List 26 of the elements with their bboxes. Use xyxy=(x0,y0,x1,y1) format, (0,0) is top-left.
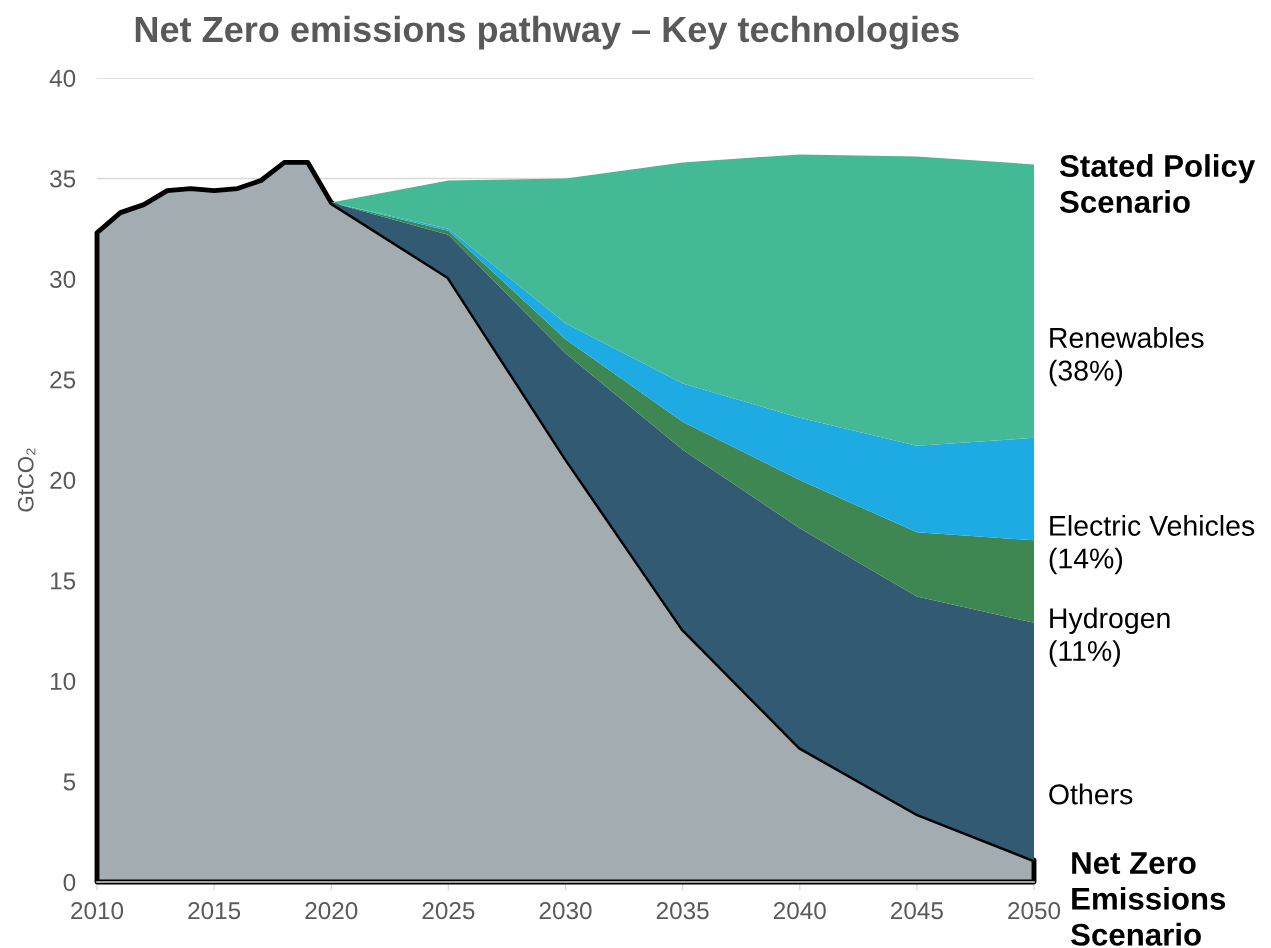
x-tick-label: 2050 xyxy=(1008,902,1061,920)
y-tick-label: 15 xyxy=(50,572,76,590)
chart-title: Net Zero emissions pathway – Key technologies xyxy=(135,15,959,50)
x-tick-label: 2025 xyxy=(422,902,475,920)
series-label: Renewables (38%) xyxy=(1049,327,1204,387)
x-tick-label: 2015 xyxy=(188,902,241,920)
y-tick-label: 10 xyxy=(50,672,76,691)
y-tick-label: 0 xyxy=(63,873,76,892)
y-tick-label: 25 xyxy=(50,371,76,389)
x-tick-label: 2040 xyxy=(773,902,826,920)
y-axis-title: GtCO₂ xyxy=(17,448,36,512)
y-tick-label: 35 xyxy=(50,170,76,188)
series-label: Others xyxy=(1049,783,1133,805)
series-label: Electric Vehicles (14%) xyxy=(1049,514,1255,575)
series-label: Net Zero Emissions Scenario xyxy=(1071,852,1226,946)
y-tick-label: 5 xyxy=(63,773,76,791)
y-tick-label: 40 xyxy=(49,69,76,88)
x-tick-label: 2035 xyxy=(656,902,709,920)
x-tick-label: 2045 xyxy=(891,902,943,920)
x-tick-label: 2020 xyxy=(305,902,358,920)
annotation: Stated Policy Scenario xyxy=(1059,154,1256,213)
x-tick-label: 2010 xyxy=(71,902,124,920)
series-label: Hydrogen (11%) xyxy=(1049,607,1170,667)
y-tick-label: 30 xyxy=(50,270,76,289)
x-tick-label: 2030 xyxy=(539,902,592,920)
y-tick-label: 20 xyxy=(50,471,76,490)
